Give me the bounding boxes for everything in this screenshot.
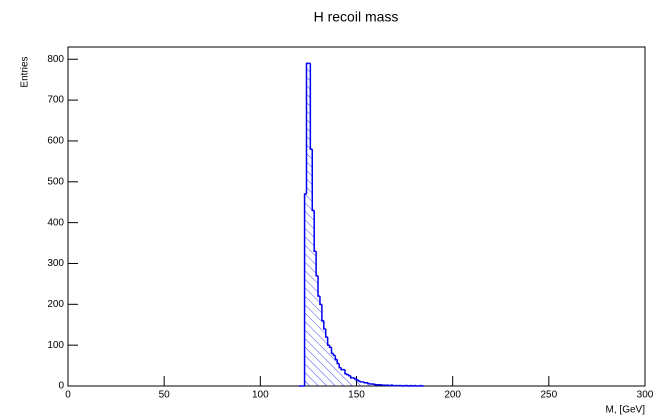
histogram-outline xyxy=(340,367,344,371)
histogram-outline xyxy=(323,320,326,330)
histogram-bar xyxy=(323,328,326,386)
x-tick-label: 200 xyxy=(444,390,461,401)
histogram-outline xyxy=(330,347,334,355)
histogram-bar xyxy=(337,363,340,386)
histogram-outline xyxy=(319,296,322,306)
x-tick-label: 100 xyxy=(252,390,269,401)
histogram-bar xyxy=(318,296,320,386)
x-tick-label: 50 xyxy=(159,390,171,401)
y-tick-label: 200 xyxy=(47,299,64,310)
plot-frame xyxy=(67,46,646,387)
histogram-bar xyxy=(364,382,367,386)
histogram-outline xyxy=(346,373,349,376)
y-tick-label: 400 xyxy=(47,217,64,228)
histogram-bar xyxy=(360,381,363,386)
histogram-outline xyxy=(324,328,328,338)
x-tick-label: 300 xyxy=(637,390,654,401)
histogram-outline xyxy=(309,63,313,150)
histogram-outline xyxy=(334,355,338,361)
histogram-bar xyxy=(366,382,369,386)
y-tick-label: 0 xyxy=(58,381,64,392)
histogram-bar xyxy=(308,63,311,387)
histogram-outline xyxy=(315,251,319,277)
histogram-outline xyxy=(313,210,317,252)
histogram-bar xyxy=(352,377,355,386)
histogram-bar xyxy=(312,210,315,386)
histogram-bar xyxy=(316,275,319,386)
y-axis-label: Entries xyxy=(20,56,31,87)
histogram-bar xyxy=(368,383,370,386)
x-tick-label: 150 xyxy=(348,390,365,401)
histogram-bar xyxy=(356,379,359,386)
histogram-outline xyxy=(348,374,351,377)
y-tick-label: 700 xyxy=(47,95,64,106)
histogram-bar xyxy=(314,251,317,386)
histogram-outline xyxy=(344,369,347,375)
histogram-bar xyxy=(371,383,374,386)
histogram-bar xyxy=(369,383,372,386)
histogram-outline xyxy=(311,149,315,212)
histogram-outline xyxy=(357,379,361,382)
histogram-bar xyxy=(325,336,328,386)
histogram-bar xyxy=(362,381,365,386)
histogram-bar xyxy=(306,63,309,387)
histogram-outline xyxy=(338,363,342,369)
histogram-outline xyxy=(336,359,340,365)
histogram-outline xyxy=(359,381,363,383)
histogram-bar xyxy=(335,359,338,386)
histogram-bar xyxy=(319,304,322,386)
histogram-outline xyxy=(328,345,332,348)
histogram-outline xyxy=(317,275,320,297)
x-tick-label: 250 xyxy=(540,390,557,401)
histogram-bar xyxy=(350,377,353,386)
histogram-bar xyxy=(339,367,342,386)
histogram-bar xyxy=(321,320,324,386)
y-tick-label: 100 xyxy=(47,340,64,351)
histogram-bar xyxy=(310,149,313,386)
histogram-outline xyxy=(332,353,336,357)
chart-title: H recoil mass xyxy=(314,9,399,25)
histogram-bar xyxy=(373,384,376,386)
x-tick-label: 0 xyxy=(65,390,71,401)
histogram-bar xyxy=(333,355,336,386)
histogram-outline xyxy=(321,304,324,322)
histogram-bar xyxy=(354,378,357,386)
y-tick-label: 600 xyxy=(47,136,64,147)
histogram-bar xyxy=(344,373,347,386)
y-tick-label: 500 xyxy=(47,176,64,187)
histogram-outline xyxy=(363,381,367,384)
histogram-outline xyxy=(367,382,370,385)
histogram-outline xyxy=(353,377,357,380)
histogram-bar xyxy=(343,369,345,386)
histogram-bar xyxy=(348,375,351,386)
histogram-bar xyxy=(331,353,334,386)
histogram-bar xyxy=(327,345,330,386)
histogram-outline xyxy=(326,336,330,346)
histogram-outline xyxy=(355,378,359,381)
y-tick-label: 300 xyxy=(47,258,64,269)
histogram-bar xyxy=(304,194,307,386)
histogram-bar xyxy=(329,347,332,386)
histogram-outline xyxy=(349,375,353,379)
histogram-bar xyxy=(346,374,349,386)
histogram-bar xyxy=(341,369,344,386)
x-axis-label: M, [GeV] xyxy=(606,405,646,416)
histogram-bar xyxy=(358,381,361,386)
y-tick-label: 800 xyxy=(47,54,64,65)
histogram-outline xyxy=(305,62,309,195)
